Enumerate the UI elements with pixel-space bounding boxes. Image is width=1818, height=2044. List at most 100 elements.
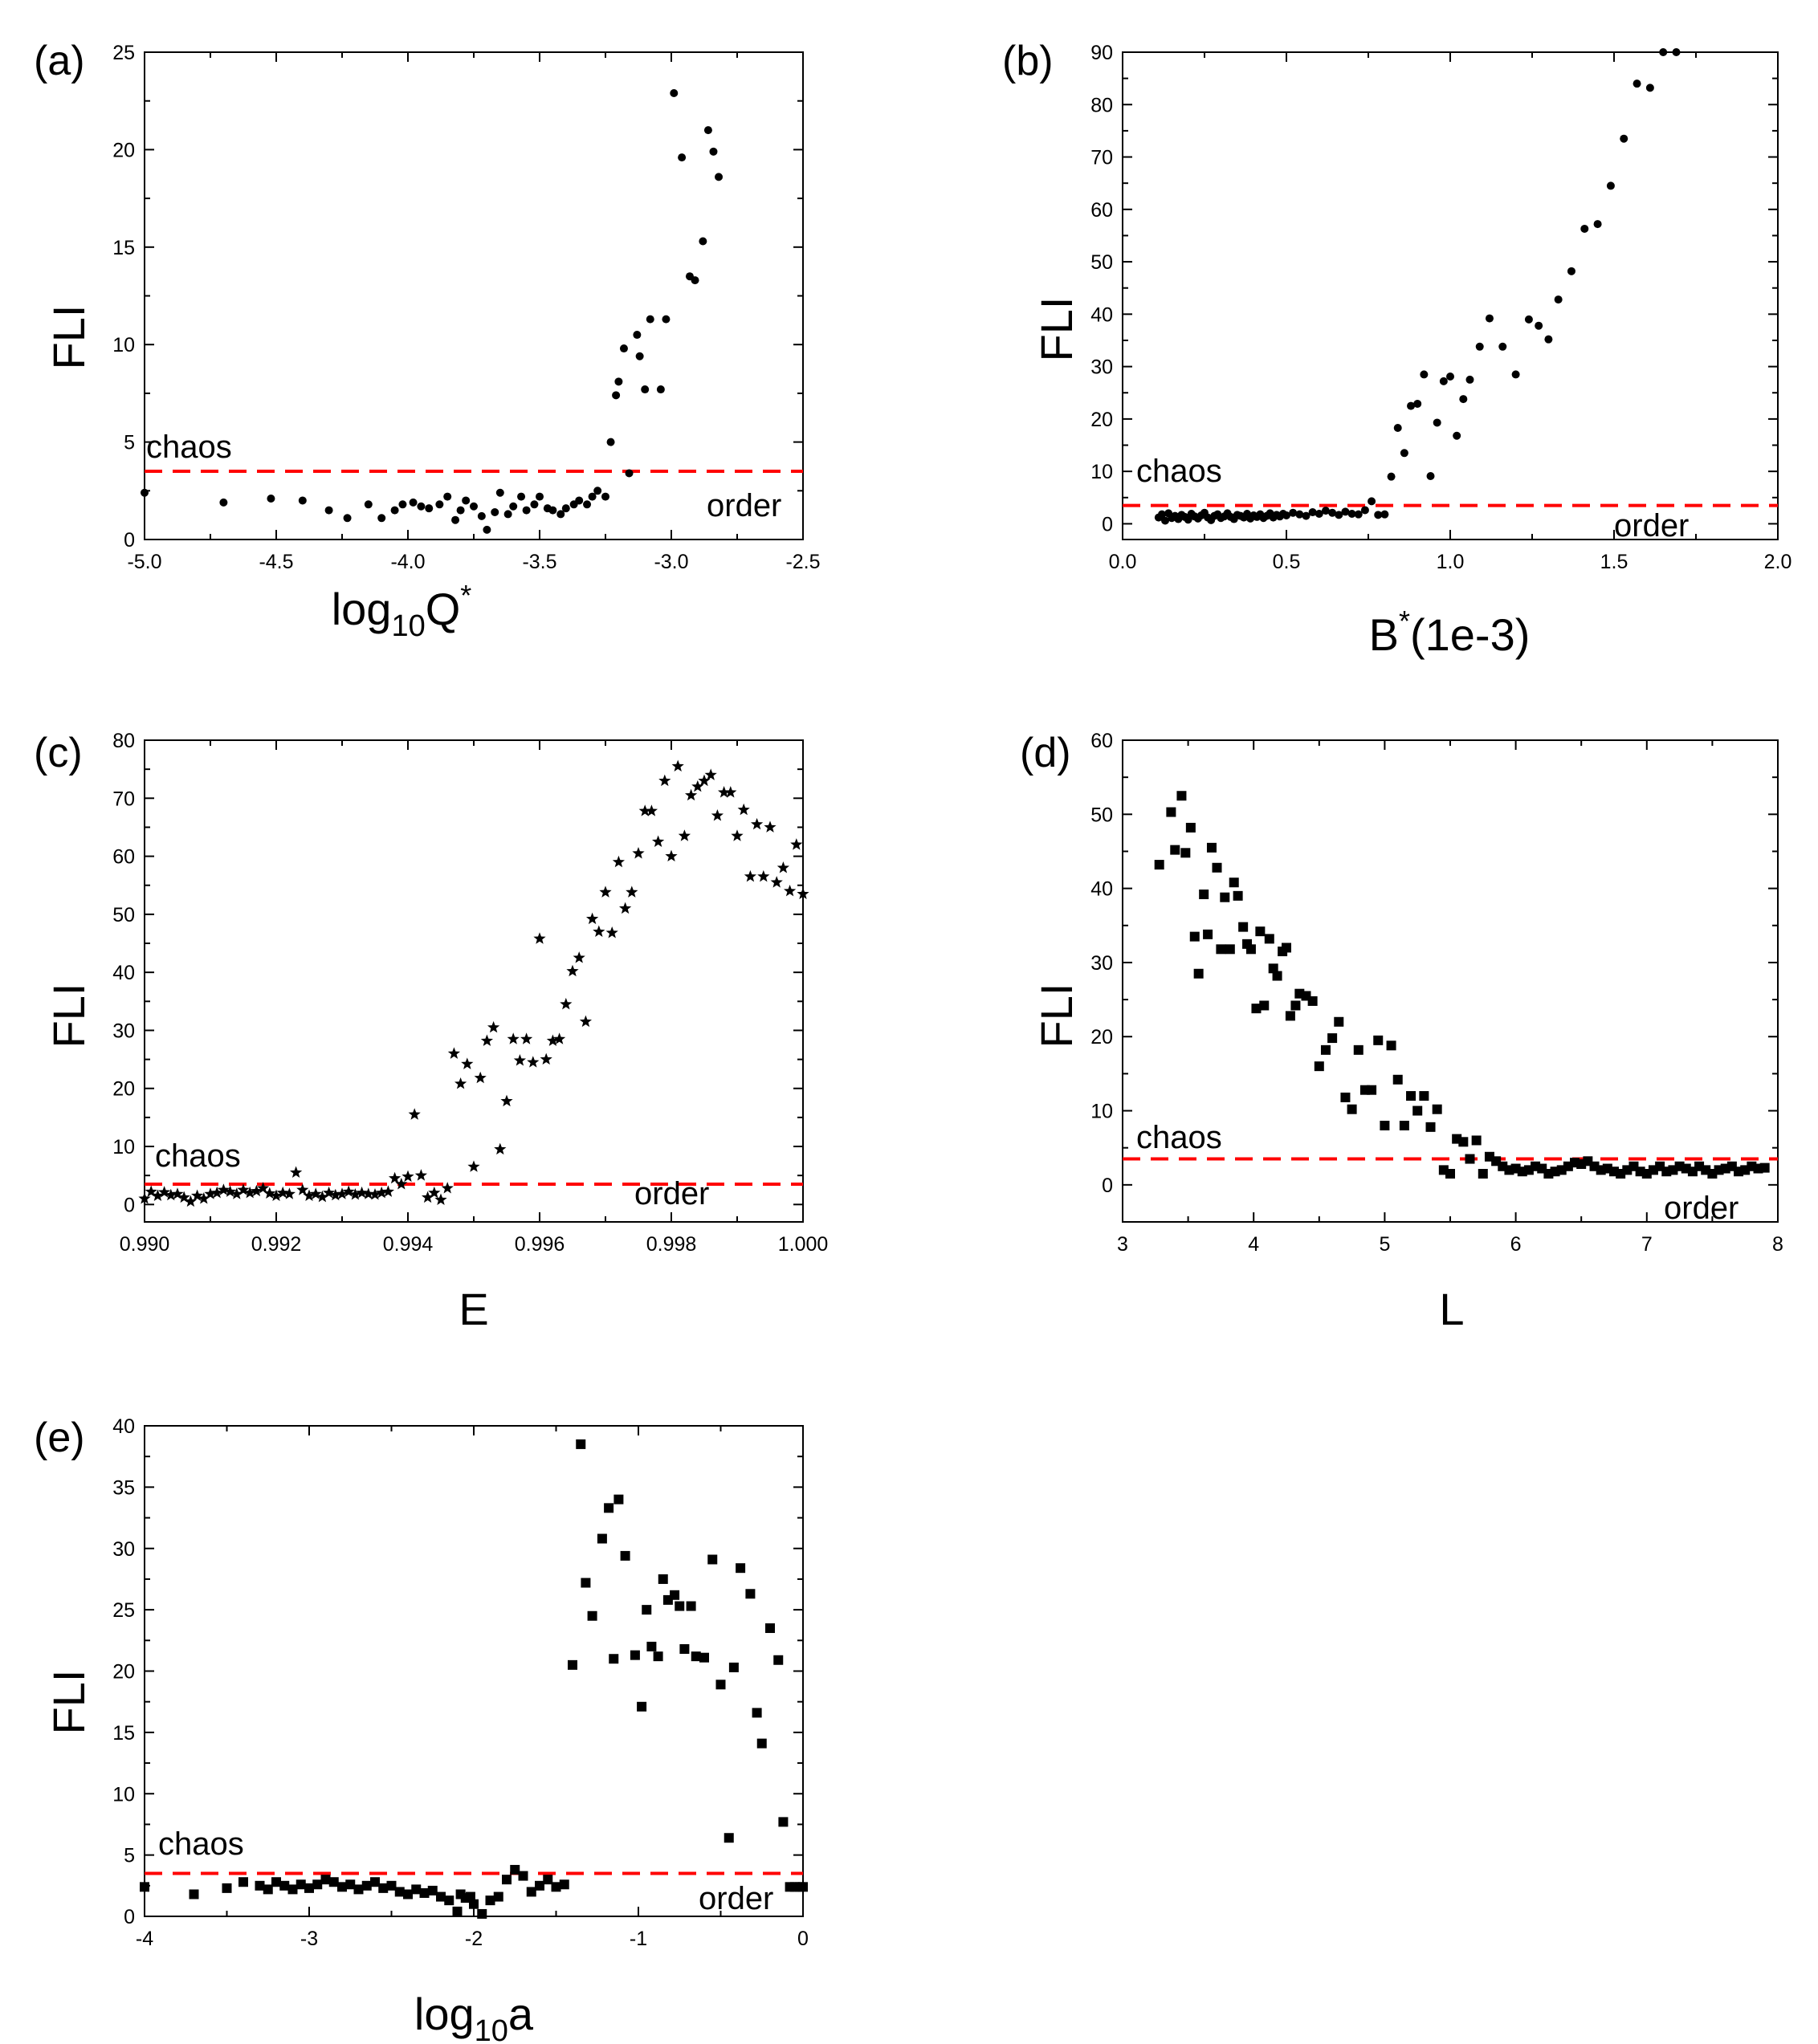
data-point: [279, 1880, 290, 1891]
data-point: [441, 1182, 454, 1194]
x-tick-label: 1.000: [778, 1233, 829, 1256]
data-point: [744, 869, 757, 882]
y-tick-label: 20: [1090, 1026, 1113, 1048]
data-point: [1659, 48, 1668, 56]
data-point: [632, 846, 645, 859]
data-point: [1225, 944, 1235, 955]
order-label: order: [1664, 1191, 1739, 1226]
data-point: [324, 506, 333, 515]
data-point: [1295, 510, 1304, 519]
chaos-label: chaos: [155, 1138, 241, 1174]
data-point: [322, 1186, 336, 1199]
data-point: [1347, 510, 1356, 519]
data-point: [329, 1188, 342, 1201]
data-point: [1419, 1091, 1429, 1101]
y-tick-label: 40: [112, 962, 135, 984]
data-point: [691, 780, 704, 792]
data-point: [510, 1864, 520, 1875]
data-point: [618, 902, 632, 914]
data-point: [1166, 807, 1176, 817]
panel-label: (a): [34, 38, 85, 84]
data-point: [614, 377, 623, 386]
data-point: [465, 1891, 475, 1902]
data-point: [345, 1879, 356, 1890]
data-point: [353, 1884, 364, 1895]
data-point: [289, 1166, 303, 1179]
data-point: [271, 1877, 281, 1887]
data-point: [509, 502, 518, 511]
data-point: [1420, 370, 1429, 379]
data-point: [583, 500, 592, 509]
data-point: [456, 506, 465, 515]
data-point: [435, 500, 444, 509]
data-point: [411, 1884, 422, 1895]
data-point: [1189, 931, 1200, 942]
y-tick-label: 25: [112, 1599, 135, 1622]
data-point: [1180, 848, 1191, 858]
data-point: [691, 1651, 701, 1662]
data-point: [421, 1191, 434, 1203]
data-point: [620, 1550, 630, 1561]
data-point: [1327, 1033, 1338, 1044]
data-point: [642, 1605, 652, 1615]
data-point: [452, 1906, 463, 1916]
x-tick-label: -3.0: [654, 551, 688, 573]
panel-label: (b): [1002, 38, 1054, 84]
data-point: [491, 508, 499, 517]
data-point: [343, 514, 352, 523]
data-point: [1216, 944, 1226, 955]
data-point: [362, 1187, 375, 1199]
data-point: [480, 1034, 494, 1046]
data-point: [184, 1195, 198, 1207]
y-tick-label: 10: [112, 1136, 135, 1158]
data-point: [398, 500, 407, 509]
data-point: [715, 173, 724, 181]
data-point: [470, 502, 478, 511]
y-tick-label: 30: [1090, 356, 1113, 379]
data-point: [1176, 791, 1187, 801]
data-point: [1245, 944, 1256, 955]
data-point: [1334, 1016, 1344, 1027]
data-point: [469, 1899, 479, 1909]
x-tick-label: -2.5: [785, 551, 820, 573]
data-point: [1290, 1000, 1301, 1011]
x-tick-label: -2: [465, 1928, 483, 1950]
data-point: [1475, 342, 1484, 351]
data-point: [500, 1094, 513, 1107]
x-tick-label: 0.990: [120, 1233, 170, 1256]
y-tick-label: 30: [112, 1538, 135, 1561]
data-point: [1432, 1104, 1442, 1114]
data-point: [773, 1655, 784, 1665]
data-point: [560, 997, 573, 1010]
y-tick-label: 60: [1090, 730, 1113, 752]
data-point: [1567, 267, 1575, 275]
y-tick-label: 50: [1090, 251, 1113, 274]
data-point: [1368, 497, 1376, 506]
data-point: [312, 1879, 323, 1890]
data-point: [1282, 511, 1290, 519]
data-point: [1407, 401, 1416, 410]
data-point: [370, 1877, 380, 1887]
data-point: [1282, 943, 1291, 953]
x-axis-title: L: [1439, 1284, 1464, 1334]
data-point: [267, 495, 275, 503]
data-point: [1459, 395, 1468, 404]
data-point: [599, 886, 612, 898]
data-point: [731, 829, 744, 841]
x-tick-label: 1.0: [1437, 551, 1465, 573]
data-point: [527, 1056, 540, 1068]
data-point: [783, 884, 797, 897]
data-point: [454, 1077, 467, 1089]
data-point: [283, 1187, 296, 1199]
x-axis-title: E: [459, 1284, 488, 1334]
data-point: [1380, 510, 1389, 519]
y-tick-label: 30: [112, 1020, 135, 1042]
data-point: [495, 488, 504, 497]
data-point: [797, 887, 809, 900]
data-point: [198, 1192, 210, 1204]
data-point: [651, 835, 665, 847]
y-axis-title: FLI: [43, 305, 94, 370]
x-tick-label: 2.0: [1764, 551, 1792, 573]
data-point: [1478, 1169, 1488, 1179]
y-tick-label: 0: [124, 529, 135, 552]
